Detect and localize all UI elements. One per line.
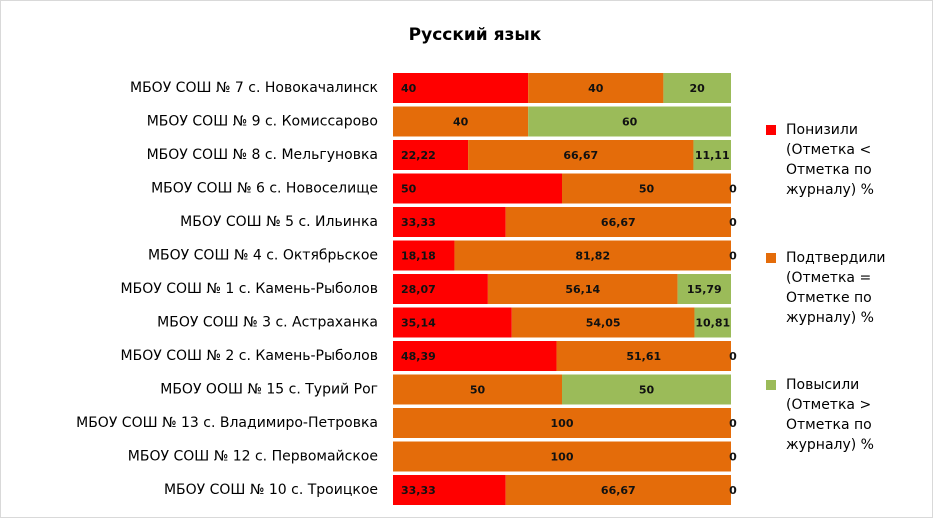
data-label: 0 <box>729 216 737 229</box>
bar-segment <box>393 240 455 271</box>
y-tick-label: МБОУ СОШ № 5 с. Ильинка <box>180 214 378 230</box>
bar-segment <box>511 307 695 338</box>
bar-segment <box>393 408 731 438</box>
legend-item: Понизили (Отметка < Отметка по журналу) … <box>766 120 926 200</box>
data-label: 35,14 <box>401 317 436 330</box>
data-label: 11,11 <box>695 149 730 162</box>
data-label: 66,67 <box>563 149 598 162</box>
y-tick-label: МБОУ СОШ № 6 с. Новоселище <box>151 181 378 197</box>
bar-segment <box>454 240 731 271</box>
data-label: 0 <box>729 350 737 363</box>
y-tick-label: МБОУ СОШ № 12 с. Первомайское <box>128 449 378 465</box>
data-label: 40 <box>588 82 604 95</box>
legend-item: Подтвердили (Отметка = Отметке по журнал… <box>766 248 926 328</box>
bar-segment <box>693 140 731 170</box>
chart-title: Русский язык <box>409 25 542 45</box>
data-label: 81,82 <box>575 250 610 263</box>
data-label: 100 <box>551 417 574 430</box>
data-label: 50 <box>639 384 655 397</box>
y-tick-label: МБОУ СОШ № 1 с. Камень-Рыболов <box>121 281 378 297</box>
bar-segment <box>393 274 488 304</box>
bar-segment <box>393 207 506 237</box>
bar-segment <box>487 274 678 304</box>
data-label: 50 <box>639 183 655 196</box>
bar-segment <box>528 106 731 137</box>
data-label: 0 <box>729 417 737 430</box>
legend-swatch <box>766 253 776 263</box>
data-label: 20 <box>690 82 706 95</box>
bar-segment <box>505 475 731 505</box>
data-label: 51,61 <box>626 350 661 363</box>
data-label: 50 <box>470 384 486 397</box>
data-label: 66,67 <box>601 216 636 229</box>
y-tick-label: МБОУ СОШ № 9 с. Комиссарово <box>147 114 378 130</box>
y-tick-label: МБОУ СОШ № 8 с. Мельгуновка <box>147 147 378 163</box>
y-tick-label: МБОУ СОШ № 13 с. Владимиро-Петровка <box>76 415 378 431</box>
data-label: 0 <box>729 451 737 464</box>
y-tick-label: МБОУ СОШ № 7 с. Новокачалинск <box>130 80 378 96</box>
data-label: 54,05 <box>586 317 621 330</box>
data-label: 40 <box>453 116 469 129</box>
bar-segment <box>562 374 731 405</box>
legend-swatch <box>766 125 776 135</box>
data-label: 0 <box>729 484 737 497</box>
bar-segment <box>393 374 562 405</box>
data-label: 0 <box>729 183 737 196</box>
bar-segment <box>393 173 562 204</box>
data-label: 60 <box>622 116 638 129</box>
bar-segment <box>393 140 469 170</box>
legend-swatch <box>766 380 776 390</box>
data-label: 40 <box>401 82 417 95</box>
bar-segment <box>393 106 529 137</box>
data-label: 48,39 <box>401 350 436 363</box>
data-label: 66,67 <box>601 484 636 497</box>
data-label: 33,33 <box>401 216 436 229</box>
bar-segment <box>562 173 731 204</box>
bar-segment <box>528 73 664 103</box>
y-tick-label: МБОУ ООШ № 15 с. Турий Рог <box>160 382 378 398</box>
data-label: 15,79 <box>687 283 722 296</box>
bar-segment <box>393 441 731 472</box>
y-tick-label: МБОУ СОШ № 3 с. Астраханка <box>157 315 378 331</box>
y-tick-label: МБОУ СОШ № 4 с. Октябрьское <box>148 248 378 264</box>
data-label: 22,22 <box>401 149 436 162</box>
legend-label: Понизили (Отметка < Отметка по журналу) … <box>786 122 874 198</box>
bar-segment <box>505 207 731 237</box>
data-label: 56,14 <box>565 283 600 296</box>
legend-label: Подтвердили (Отметка = Отметке по журнал… <box>786 250 886 326</box>
data-label: 28,07 <box>401 283 436 296</box>
y-tick-label: МБОУ СОШ № 10 с. Троицкое <box>164 482 378 498</box>
data-label: 33,33 <box>401 484 436 497</box>
bar-segment <box>393 73 529 103</box>
legend-item: Повысили (Отметка > Отметка по журналу) … <box>766 375 926 455</box>
data-label: 10,81 <box>695 317 730 330</box>
data-label: 100 <box>551 451 574 464</box>
data-label: 0 <box>729 250 737 263</box>
data-label: 18,18 <box>401 250 436 263</box>
legend-label: Повысили (Отметка > Отметка по журналу) … <box>786 377 874 453</box>
bar-segment <box>556 341 731 371</box>
data-label: 50 <box>401 183 417 196</box>
bar-segment <box>663 73 731 103</box>
bar-segment <box>694 307 731 338</box>
bar-segment <box>468 140 694 170</box>
y-tick-label: МБОУ СОШ № 2 с. Камень-Рыболов <box>121 348 378 364</box>
bar-segment <box>393 475 506 505</box>
bar-segment <box>393 341 557 371</box>
bar-segment <box>393 307 512 338</box>
bar-segment <box>677 274 731 304</box>
